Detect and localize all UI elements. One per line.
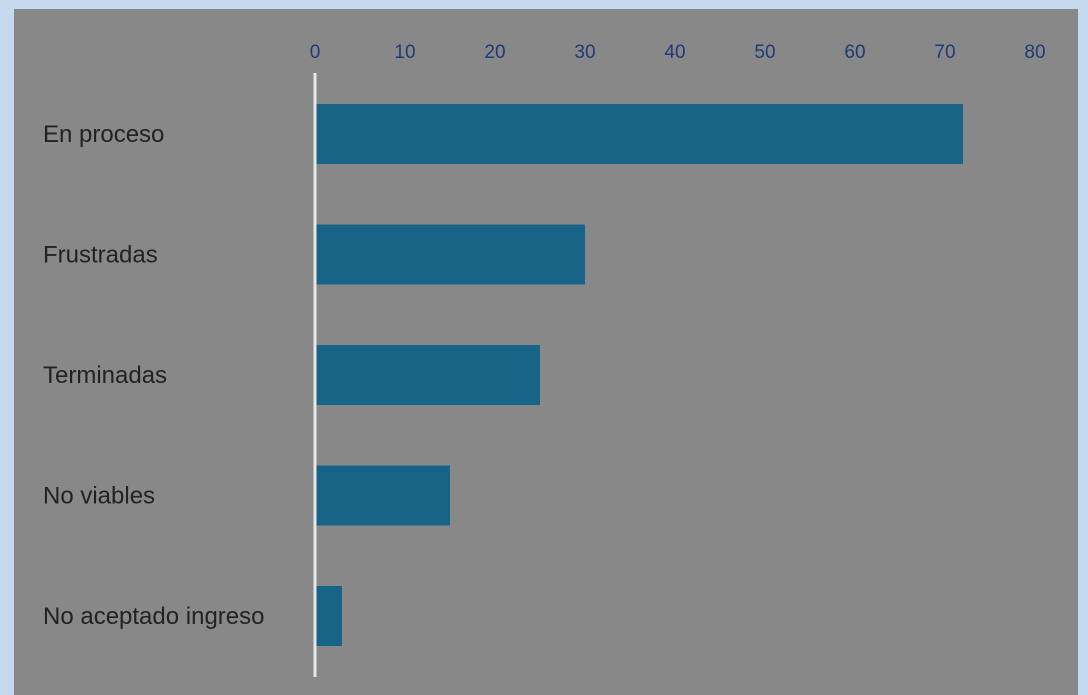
x-tick-label: 10 bbox=[394, 42, 415, 63]
x-tick-label: 30 bbox=[574, 42, 595, 63]
category-label: No viables bbox=[43, 483, 155, 510]
category-label: Frustradas bbox=[43, 242, 158, 269]
category-label: No aceptado ingreso bbox=[43, 603, 264, 630]
x-tick-label: 80 bbox=[1024, 42, 1045, 63]
category-label: En proceso bbox=[43, 121, 164, 148]
chart-frame: 0 10 20 30 40 50 60 70 80 En proceso Frustradas Te… bbox=[14, 9, 1078, 695]
x-tick-label: 60 bbox=[844, 42, 865, 63]
bar bbox=[315, 104, 963, 164]
x-tick-label: 50 bbox=[754, 42, 775, 63]
bar bbox=[315, 345, 540, 405]
bar-chart: 0 10 20 30 40 50 60 70 80 En proceso Frustradas Te… bbox=[43, 42, 1046, 677]
bars bbox=[315, 104, 963, 646]
x-tick-label: 40 bbox=[664, 42, 685, 63]
x-tick-label: 70 bbox=[934, 42, 955, 63]
x-tick-label: 0 bbox=[310, 42, 321, 63]
category-label: Terminadas bbox=[43, 362, 167, 389]
bar bbox=[315, 224, 585, 285]
x-tick-label: 20 bbox=[484, 42, 505, 63]
category-labels: En proceso Frustradas Terminadas No viables… bbox=[43, 121, 264, 630]
bar bbox=[315, 586, 342, 646]
x-axis-ticks: 0 10 20 30 40 50 60 70 80 bbox=[310, 42, 1046, 63]
bar bbox=[315, 465, 450, 526]
